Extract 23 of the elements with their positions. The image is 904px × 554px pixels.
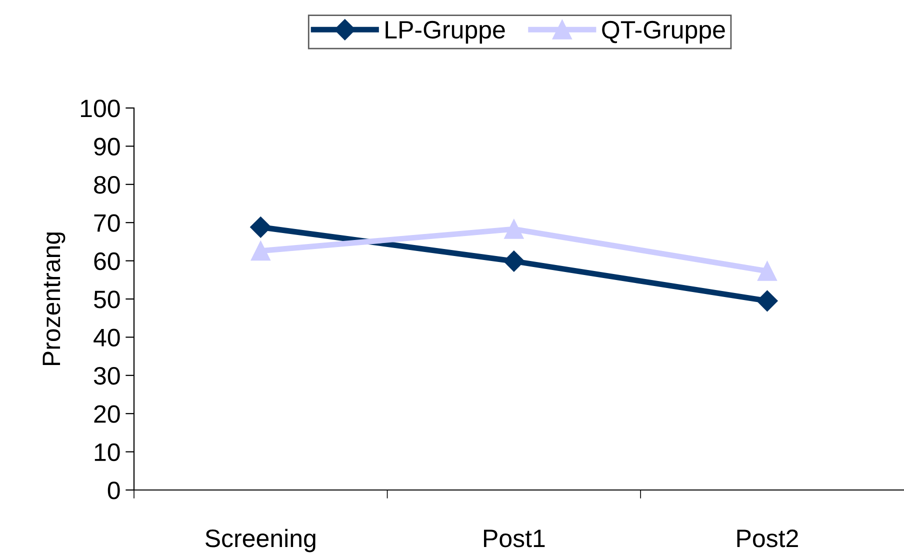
point <box>504 219 524 239</box>
y-tick-label: 10 <box>94 443 120 462</box>
point <box>758 261 777 281</box>
y-tick-label: 60 <box>94 252 120 270</box>
x-tick-label: Post2 <box>737 530 798 548</box>
y-tick-label: 50 <box>94 290 120 308</box>
point <box>250 216 272 238</box>
y-tick-label: 40 <box>94 328 120 347</box>
y-tick-label: 70 <box>94 214 120 232</box>
point <box>503 250 524 272</box>
y-tick-label: 80 <box>94 176 120 194</box>
y-tick-label: 0 <box>108 482 120 500</box>
point <box>250 241 270 261</box>
point <box>756 290 778 312</box>
x-tick-label: Screening <box>206 528 316 552</box>
y-tick-label: 20 <box>94 405 120 423</box>
y-tick-label: 30 <box>94 367 120 385</box>
x-tick-label: Post1 <box>484 530 545 548</box>
y-axis-title: Prozentrang <box>42 232 66 366</box>
legend-label: LP-Gruppe <box>386 20 505 44</box>
y-tick-label: 90 <box>94 138 120 156</box>
legend-label: QT-Gruppe <box>602 20 725 44</box>
y-tick-label: 100 <box>81 100 120 118</box>
